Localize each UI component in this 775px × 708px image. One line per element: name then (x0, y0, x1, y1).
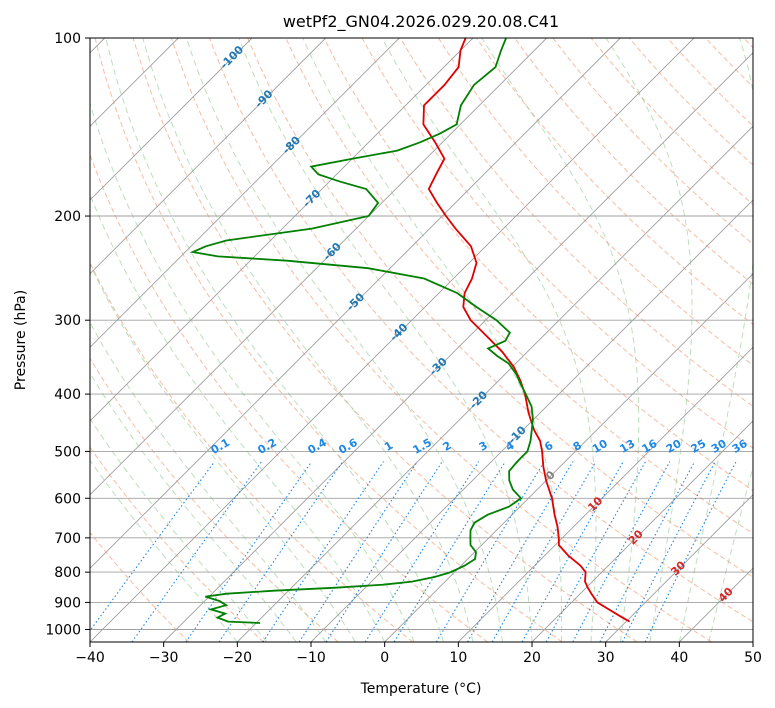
dry-adiabat-line (132, 38, 638, 642)
moist-adiabat-line (90, 417, 268, 642)
dry-adiabat-line (285, 38, 753, 535)
moist-adiabat-line (481, 38, 640, 642)
dry-adiabat-line (94, 38, 563, 642)
dry-adiabat-line (90, 153, 488, 642)
mixing-ratio-line (491, 461, 597, 642)
dry-adiabat-line (399, 38, 753, 407)
moist-adiabat-line (302, 38, 563, 642)
mixing-ratio-line (131, 461, 263, 642)
x-tick-label: 30 (597, 650, 615, 666)
isotherm-line (90, 38, 695, 642)
plot-frame (89, 37, 754, 643)
isotherm-line (90, 38, 548, 496)
x-tick-label: −40 (75, 650, 105, 666)
isotherm-line (531, 420, 753, 642)
x-axis-title: Temperature (°C) (360, 681, 482, 697)
y-tick-label: 500 (54, 444, 81, 460)
mixing-ratio-line (467, 461, 574, 642)
isotherm-line (163, 52, 753, 642)
isotherm-line (384, 273, 753, 642)
x-tick-label: 40 (670, 650, 688, 666)
y-tick-label: 200 (54, 209, 81, 225)
dry-adiabat-line (90, 531, 190, 642)
x-tick-label: 10 (449, 650, 467, 666)
moist-adiabat-line (708, 465, 753, 642)
moist-adiabat-line (90, 372, 297, 642)
isotherm-line (90, 38, 400, 348)
isotherm-line (90, 38, 621, 569)
x-tick-label: −20 (223, 650, 253, 666)
moist-adiabat-line (238, 38, 533, 642)
y-tick-label: 1000 (45, 622, 81, 638)
mixing-ratio-line (644, 461, 737, 642)
moist-adiabat-line (142, 38, 474, 642)
isotherm-line (90, 38, 474, 422)
moist-adiabat-line (381, 38, 597, 642)
y-tick-label: 600 (54, 491, 81, 507)
y-tick-label: 700 (54, 531, 81, 547)
isotherm-line (90, 38, 327, 275)
moist-adiabat-line (186, 38, 503, 642)
y-tick-label: 400 (54, 387, 81, 403)
mixing-ratio-line (262, 461, 384, 642)
chart-title: wetPf2_GN04.2026.029.20.08.C41 (283, 12, 559, 32)
y-axis-title: Pressure (hPa) (13, 290, 29, 390)
x-axis: −40 −30 −20 −10 0 10 20 30 40 50 (75, 642, 762, 666)
temperature-trace (422, 38, 631, 623)
dry-adiabat-line (323, 38, 753, 492)
dry-adiabat-line (209, 38, 753, 623)
dewpoint-trace (189, 38, 534, 624)
isotherm-line (310, 199, 753, 642)
dry-adiabat-line (476, 38, 753, 326)
y-tick-label: 300 (54, 313, 81, 329)
mixing-ratio-lines (90, 461, 737, 642)
dry-adiabat-line (552, 38, 753, 245)
moist-adiabat-line (90, 193, 386, 642)
x-tick-label: 50 (744, 650, 762, 666)
x-tick-label: 0 (380, 650, 389, 666)
profile-traces (189, 38, 631, 624)
dry-adiabat-line (590, 38, 753, 206)
y-tick-label: 100 (54, 31, 81, 47)
moist-adiabat-line (90, 101, 415, 642)
y-tick-label: 900 (54, 595, 81, 611)
moist-adiabats (90, 38, 753, 642)
x-tick-label: −10 (296, 650, 326, 666)
moist-adiabat-line (105, 38, 445, 642)
mixing-ratio-line (393, 461, 506, 642)
mixing-ratio-line (435, 461, 545, 642)
y-tick-label: 800 (54, 565, 81, 581)
moist-adiabat-line (678, 38, 753, 642)
mixing-ratio-line (364, 461, 480, 642)
isotherm-line (90, 38, 253, 201)
x-tick-label: −30 (149, 650, 179, 666)
moist-adiabat-line (90, 263, 356, 642)
dry-adiabat-line (437, 38, 753, 366)
mixing-ratio-line (185, 461, 313, 642)
moist-adiabat-line (90, 459, 238, 642)
dry-adiabat-line (90, 357, 339, 642)
isotherm-line (605, 494, 753, 642)
mixing-ratio-line (218, 461, 344, 642)
isotherm-line (236, 125, 753, 642)
mixing-ratio-line (521, 461, 624, 642)
mixing-ratio-line (90, 461, 216, 632)
dry-adiabat-line (170, 38, 712, 642)
mixing-ratio-line (621, 461, 716, 642)
dry-adiabat-line (247, 38, 753, 578)
moist-adiabat-line (605, 38, 693, 642)
y-axis: 1000 900 800 700 600 500 400 300 200 100 (45, 31, 90, 638)
moist-adiabat-line (90, 321, 327, 642)
x-tick-label: 20 (523, 650, 541, 666)
dry-adiabat-line (90, 261, 414, 642)
